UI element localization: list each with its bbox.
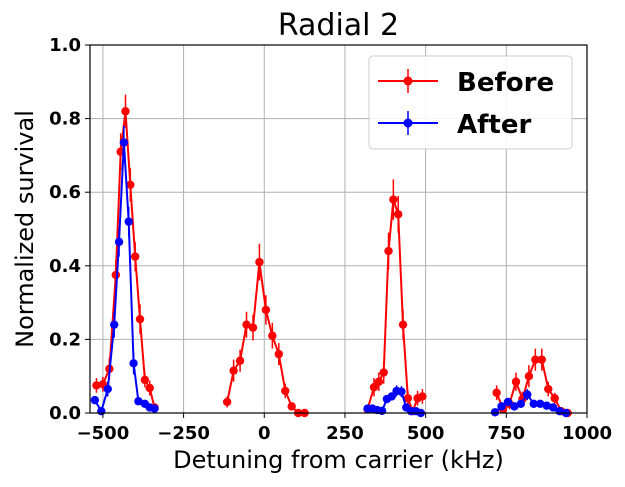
legend-label-before: Before	[457, 68, 554, 98]
data-point-before	[511, 377, 521, 386]
data-point-before	[379, 368, 388, 377]
data-point-before	[229, 366, 238, 375]
y-tick-label: 0.0	[49, 403, 81, 424]
data-point-before	[121, 107, 130, 116]
data-point-after	[90, 395, 100, 405]
legend: Before After	[368, 55, 573, 150]
data-point-after	[497, 402, 506, 411]
x-tick-label: −250	[157, 423, 210, 444]
data-point-after	[134, 397, 143, 406]
data-point-after	[387, 392, 396, 401]
x-tick-label: 500	[407, 423, 445, 444]
data-point-before	[261, 305, 271, 315]
ticks: −500 −250 0 250 500 750 1000 0.0 0.2 0.4 0.6 0.8 1.0	[49, 35, 612, 444]
data-point-before	[126, 180, 135, 190]
data-point-before	[268, 331, 277, 340]
data-point-after	[516, 399, 526, 408]
series-layer	[90, 94, 572, 418]
data-point-after	[124, 217, 133, 226]
y-tick-label: 0.6	[49, 182, 81, 203]
data-point-before	[531, 355, 540, 364]
data-point-after	[397, 387, 406, 396]
data-point-before	[389, 195, 398, 204]
data-point-before	[374, 377, 384, 386]
data-point-before	[111, 270, 121, 280]
data-point-after	[119, 138, 129, 147]
data-point-before	[281, 386, 290, 396]
data-point-before	[369, 383, 379, 392]
data-point-after	[523, 390, 532, 399]
legend-marker-after	[403, 118, 413, 128]
x-axis-label: Detuning from carrier (kHz)	[173, 446, 504, 474]
data-point-before	[255, 257, 264, 267]
data-point-before	[544, 384, 553, 394]
y-tick-label: 0.4	[49, 256, 81, 277]
data-point-before	[394, 210, 403, 219]
y-tick-label: 0.2	[49, 329, 81, 350]
x-tick-label: 1000	[562, 423, 612, 444]
data-point-before	[145, 383, 154, 393]
data-point-after	[548, 403, 558, 412]
x-tick-label: 750	[488, 423, 526, 444]
data-point-after	[97, 406, 106, 416]
data-point-after	[503, 397, 513, 407]
data-point-before	[140, 375, 150, 385]
data-point-before	[235, 356, 245, 365]
data-point-before	[384, 246, 393, 256]
data-point-before	[537, 355, 547, 364]
data-point-after	[529, 399, 538, 408]
data-point-before	[135, 314, 145, 324]
data-point-after	[377, 406, 387, 415]
y-tick-label: 1.0	[49, 35, 81, 56]
legend-marker-before	[403, 76, 413, 86]
data-point-before	[92, 381, 101, 390]
y-axis-label: Normalized survival	[11, 110, 39, 348]
data-point-after	[510, 402, 519, 411]
data-point-before	[550, 394, 559, 403]
data-point-after	[150, 404, 159, 413]
data-point-before	[248, 323, 258, 332]
data-point-before	[418, 392, 427, 401]
plot-frame	[89, 44, 588, 414]
legend-box	[368, 55, 573, 150]
x-tick-label: 0	[258, 423, 271, 444]
data-point-before	[130, 252, 140, 261]
chart-title: Radial 2	[278, 8, 399, 43]
data-point-before	[287, 402, 296, 411]
data-point-before	[492, 388, 501, 397]
data-point-after	[542, 401, 551, 410]
data-point-before	[222, 397, 232, 407]
data-point-before	[403, 394, 413, 403]
series-after	[90, 125, 571, 418]
data-point-after	[103, 384, 112, 394]
data-point-before	[274, 349, 283, 359]
data-point-after	[129, 359, 138, 368]
x-tick-label: 250	[326, 423, 364, 444]
data-point-before	[398, 320, 408, 329]
data-point-after	[490, 408, 500, 417]
legend-label-after: After	[457, 110, 531, 140]
data-point-after	[114, 237, 124, 247]
data-point-after	[536, 399, 545, 408]
y-tick-label: 0.8	[49, 109, 81, 130]
data-point-before	[524, 372, 534, 381]
x-tick-label: −500	[77, 423, 130, 444]
data-point-after	[110, 320, 119, 329]
data-point-before	[242, 320, 251, 329]
